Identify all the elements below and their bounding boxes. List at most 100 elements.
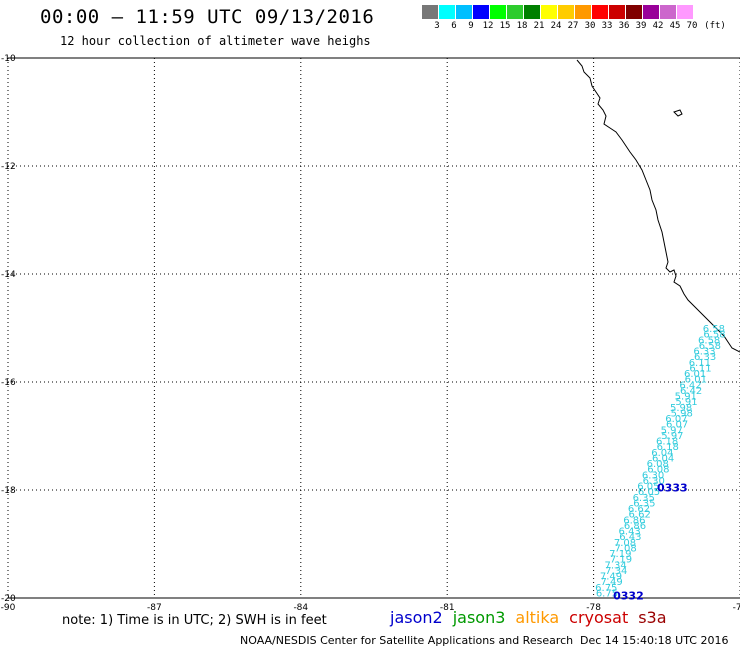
track-value-label: 7.19 (610, 555, 632, 566)
pass-time-label: 0333 (657, 481, 688, 494)
track-value-label: 6.30 (642, 470, 664, 481)
track-value-label: 6.05 (638, 487, 660, 498)
track-value-label: 6.75 (596, 588, 618, 599)
page-title: 00:00 – 11:59 UTC 09/13/2016 (40, 6, 375, 28)
lon-tick-label: -87 (147, 603, 162, 613)
track-value-label: 6.33 (694, 352, 716, 363)
track-value-label: 7.19 (609, 549, 631, 560)
color-scale-label: 39 (635, 21, 647, 31)
track-value-label: 5.97 (661, 425, 683, 436)
track-value-label: 7.08 (615, 543, 637, 554)
track-value-label: 7.08 (614, 538, 636, 549)
track-value-label: 6.35 (633, 493, 655, 504)
color-swatch (626, 5, 643, 19)
color-scale-label: 45 (669, 21, 681, 31)
color-scale-label: 30 (584, 21, 596, 31)
track-value-label: 6.42 (680, 386, 702, 397)
satellite-legend-item: jason3 (452, 608, 506, 627)
track-value-label: 6.58 (699, 341, 721, 352)
track-value-label: 6.18 (657, 442, 679, 453)
color-scale-label: (ft) (704, 21, 726, 31)
track-value-label: 6.58 (698, 335, 720, 346)
color-swatch (490, 5, 507, 19)
satellite-legend-item: s3a (638, 608, 667, 627)
lon-tick-label: -84 (293, 603, 308, 613)
pass-time-labels: 033303320 (613, 481, 688, 602)
track-value-label: 7.49 (600, 572, 622, 583)
generated-timestamp: Dec 14 15:40:18 UTC 2016 (580, 634, 729, 647)
track-value-label: 6.08 (647, 465, 669, 476)
color-scale-label: 18 (516, 21, 528, 31)
page-subtitle: 12 hour collection of altimeter wave hei… (60, 34, 371, 48)
track-value-label: 6.62 (629, 510, 651, 521)
altimeter-track: 6.586.586.336.116.016.425.915.986.075.97… (595, 324, 725, 599)
lat-tick-label: -14 (1, 270, 16, 280)
track-value-label: 5.97 (661, 431, 683, 442)
color-swatch (609, 5, 626, 19)
track-value-label: 6.43 (619, 532, 641, 543)
track-value-label: 6.18 (656, 437, 678, 448)
track-value-label: 7.34 (605, 566, 627, 577)
color-swatch (592, 5, 609, 19)
color-scale-bar (422, 5, 694, 19)
color-swatch (524, 5, 541, 19)
color-swatch (456, 5, 473, 19)
track-value-label: 6.04 (651, 448, 673, 459)
track-value-label: 6.07 (666, 420, 688, 431)
track-value-label: 6.75 (595, 583, 617, 594)
footer-note: note: 1) Time is in UTC; 2) SWH is in fe… (62, 613, 327, 628)
color-scale-label: 70 (686, 21, 698, 31)
credit-text: NOAA/NESDIS Center for Satellite Applica… (240, 634, 574, 647)
color-swatch (473, 5, 490, 19)
island (673, 109, 683, 117)
coastline (576, 59, 740, 353)
satellite-legend-item: jason2 (390, 608, 443, 627)
pass-time-label: 0332 (613, 589, 644, 602)
track-value-label: 5.91 (675, 392, 697, 403)
color-swatch (541, 5, 558, 19)
track-value-label: 6.35 (633, 498, 655, 509)
color-swatch (422, 5, 439, 19)
satellite-legend-item: altika (515, 608, 560, 627)
track-value-label: 6.86 (624, 521, 646, 532)
satellite-legend: jason2 jason3 altika cryosat s3a (390, 608, 677, 627)
color-scale-label: 42 (652, 21, 664, 31)
lat-tick-label: -16 (1, 378, 16, 388)
track-value-label: 6.30 (643, 476, 665, 487)
color-scale-label: 33 (601, 21, 613, 31)
lon-tick-label: -81 (440, 603, 455, 613)
track-value-label: 6.07 (665, 414, 687, 425)
map-grid (7, 57, 740, 599)
track-value-label: 6.33 (693, 347, 715, 358)
lat-tick-label: -10 (1, 54, 16, 64)
color-swatch (575, 5, 592, 19)
color-swatch (507, 5, 524, 19)
track-value-label: 5.98 (670, 403, 692, 414)
track-value-label: 7.49 (600, 577, 622, 588)
track-value-label: 6.01 (684, 369, 706, 380)
color-swatch (439, 5, 456, 19)
map-ticks: -90 -87 -84 -81 -78 -75 -10 -12 -14 -16 -18 -20 (1, 54, 740, 613)
lat-tick-label: -12 (1, 162, 16, 172)
lon-tick-label: -78 (586, 603, 601, 613)
color-scale-label: 24 (550, 21, 562, 31)
track-value-label: 6.04 (652, 453, 674, 464)
track-value-label: 6.01 (685, 375, 707, 386)
color-scale-label: 6 (451, 21, 457, 31)
track-value-label: 6.11 (689, 363, 711, 374)
color-scale-label: 12 (482, 21, 494, 31)
color-swatch (643, 5, 660, 19)
color-scale-label: 15 (499, 21, 511, 31)
track-value-label: 6.08 (647, 459, 669, 470)
track-value-label: 6.43 (619, 527, 641, 538)
satellite-legend-item: cryosat (569, 608, 629, 627)
track-value-label: 6.62 (628, 504, 650, 515)
color-swatch (677, 5, 694, 19)
color-swatch (558, 5, 575, 19)
lon-tick-label: -75 (733, 603, 740, 613)
track-value-label: 6.11 (689, 358, 711, 369)
color-scale-label: 36 (618, 21, 630, 31)
color-scale-label: 27 (567, 21, 579, 31)
track-value-label: 6.05 (637, 482, 659, 493)
